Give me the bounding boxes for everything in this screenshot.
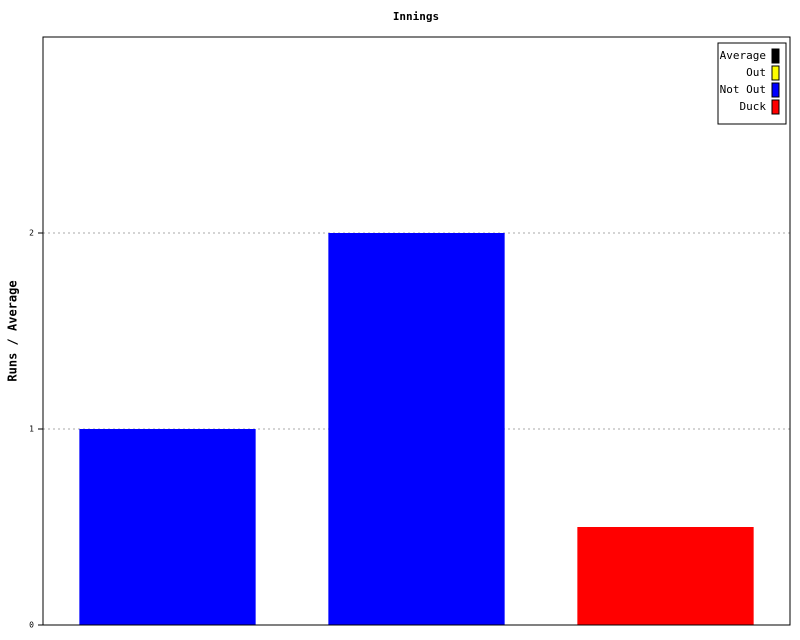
legend-label: Average [720, 49, 766, 62]
plot-frame [42, 36, 791, 626]
legend-swatch [771, 82, 780, 98]
y-axis-label: Runs / Average [6, 280, 20, 381]
bar [328, 233, 505, 625]
chart-title: Innings [393, 10, 439, 23]
legend-label: Not Out [720, 83, 766, 96]
legend-swatch [771, 48, 780, 64]
legend-swatch [771, 65, 780, 81]
y-tick-label: 1 [29, 425, 34, 434]
legend-label: Out [746, 66, 766, 79]
y-tick-label: 0 [29, 621, 34, 630]
legend-label: Duck [740, 100, 767, 113]
legend-swatch [771, 99, 780, 115]
bar [577, 527, 754, 625]
bar [79, 429, 256, 625]
y-tick-label: 2 [29, 229, 34, 238]
